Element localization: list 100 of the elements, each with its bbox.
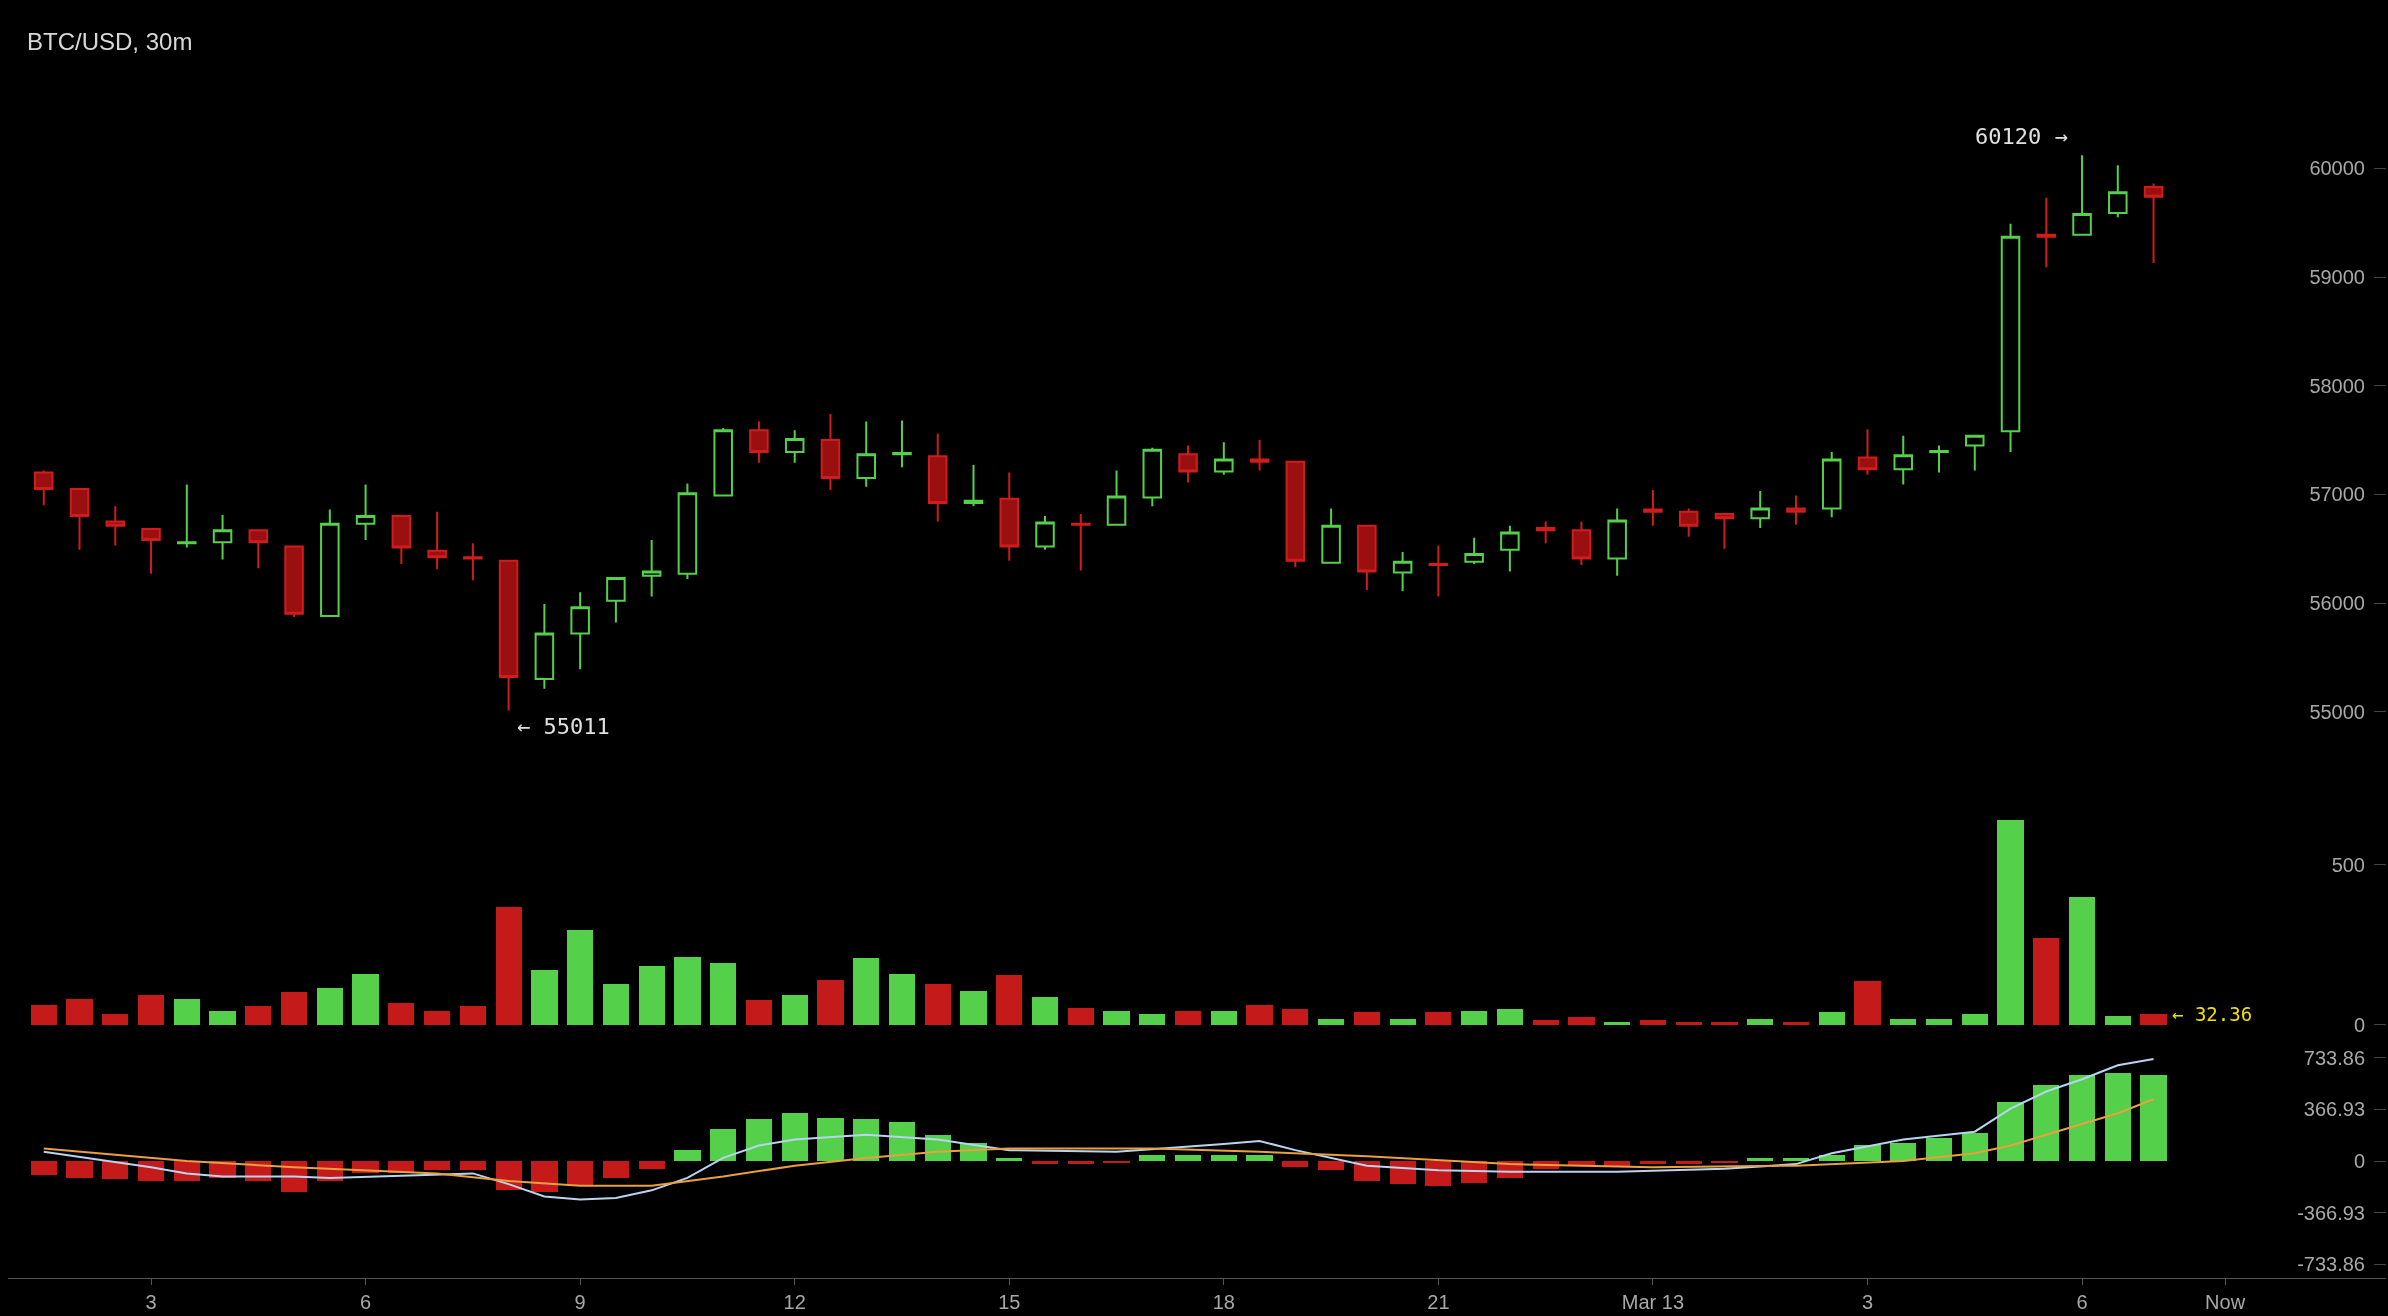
bar — [2104, 1015, 2131, 1025]
bar — [495, 906, 522, 1025]
y-tick-label: 0 — [2353, 1150, 2365, 1172]
bar — [745, 999, 773, 1025]
candlestick — [963, 464, 984, 508]
x-tick-label: 15 — [998, 1291, 1021, 1313]
bar — [710, 1128, 737, 1161]
bar — [1675, 1021, 1702, 1025]
x-tick-label: Mar 13 — [1621, 1291, 1685, 1313]
y-tick-label: 55000 — [2309, 700, 2365, 723]
y-tick-label: -733.86 — [2297, 1253, 2365, 1276]
x-tick-label: 3 — [145, 1291, 157, 1313]
bar — [531, 1161, 558, 1192]
bar — [1425, 1012, 1452, 1025]
bar — [2033, 937, 2060, 1025]
bar — [1067, 1007, 1094, 1025]
candlestick — [1821, 450, 1842, 519]
bar — [674, 1150, 701, 1161]
candlestick — [641, 538, 662, 598]
bar — [1425, 1161, 1452, 1186]
x-tick-label: Now — [2205, 1291, 2246, 1313]
bar — [996, 975, 1023, 1025]
candlestick — [999, 471, 1020, 562]
candlestick — [1106, 469, 1127, 526]
bar — [30, 1004, 57, 1025]
candlestick — [1786, 494, 1806, 526]
bar — [1139, 1154, 1166, 1161]
candlestick — [1178, 444, 1198, 484]
bar — [66, 998, 93, 1025]
bar — [209, 1010, 236, 1025]
bar — [2033, 1085, 2060, 1161]
candlestick — [498, 559, 519, 712]
bar — [853, 957, 880, 1025]
candlestick — [141, 527, 161, 575]
x-tick-label: 6 — [360, 1291, 372, 1313]
bar — [459, 1006, 486, 1025]
bar — [1961, 1013, 1988, 1025]
bar — [1031, 996, 1059, 1025]
x-tick-label: 18 — [1212, 1291, 1235, 1313]
bar — [1389, 1018, 1416, 1025]
bar — [2068, 897, 2096, 1025]
candlestick — [2036, 196, 2057, 269]
candlestick — [1750, 490, 1770, 530]
bar — [1210, 1010, 1237, 1025]
bar — [1317, 1018, 1345, 1025]
bar — [1925, 1137, 1953, 1161]
bar — [1031, 1161, 1059, 1165]
annotation: ← 55011 — [517, 714, 610, 739]
candlestick — [1285, 460, 1306, 569]
candlestick — [1500, 524, 1520, 573]
bar — [1890, 1142, 1917, 1161]
bar — [1818, 1012, 1845, 1025]
candlestick — [784, 429, 805, 464]
bar — [1532, 1020, 1559, 1025]
x-tick-label: 3 — [1861, 1291, 1874, 1313]
bar — [531, 970, 558, 1025]
bar — [459, 1161, 486, 1171]
bar — [1246, 1154, 1273, 1161]
bar — [996, 1157, 1023, 1161]
bar — [1747, 1157, 1774, 1161]
bar — [1854, 1145, 1881, 1161]
bar — [710, 962, 737, 1025]
candlestick — [1249, 439, 1270, 472]
candlestick — [2072, 154, 2092, 236]
bar — [424, 1161, 451, 1171]
candlestick — [177, 483, 197, 549]
bar — [781, 1113, 808, 1161]
bar — [1890, 1018, 1917, 1025]
bar — [1353, 1012, 1380, 1025]
candlestick — [892, 419, 912, 469]
bar — [924, 984, 951, 1025]
bar — [960, 990, 987, 1025]
bar — [745, 1119, 773, 1161]
candlestick — [1965, 434, 1985, 472]
bar — [30, 1161, 57, 1175]
candlestick — [284, 545, 304, 619]
bar — [781, 995, 808, 1025]
bar — [388, 1003, 415, 1025]
bar — [137, 995, 165, 1025]
candlestick — [1321, 507, 1341, 564]
bar — [1103, 1010, 1130, 1025]
bar — [1246, 1004, 1273, 1025]
candlestick — [1071, 512, 1091, 572]
y-tick-label: 500 — [2331, 853, 2365, 876]
bar — [1639, 1161, 1667, 1165]
bar — [173, 998, 200, 1025]
candlestick — [1857, 428, 1878, 476]
bar — [245, 1006, 272, 1025]
bar — [1568, 1017, 1595, 1025]
bar — [102, 1013, 129, 1025]
bar — [674, 956, 701, 1025]
candlestick — [69, 487, 90, 551]
y-tick-label: 57000 — [2309, 483, 2365, 506]
candlestick — [1392, 550, 1413, 593]
candlestick — [534, 603, 555, 690]
candlestick — [856, 420, 876, 488]
candlestick — [463, 542, 483, 582]
candlestick — [248, 529, 269, 570]
candlestick — [105, 505, 126, 547]
annotation: 60120 → — [1975, 124, 2068, 149]
